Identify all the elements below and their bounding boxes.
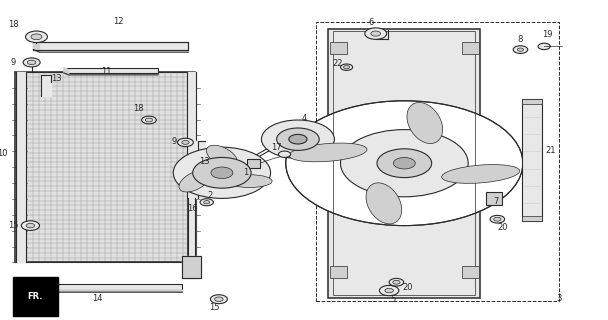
Text: 9: 9 bbox=[11, 58, 16, 67]
Circle shape bbox=[193, 157, 251, 188]
Text: 7: 7 bbox=[494, 197, 499, 206]
Ellipse shape bbox=[441, 164, 520, 183]
Bar bbox=[33, 42, 188, 50]
Bar bbox=[522, 99, 542, 221]
Circle shape bbox=[517, 48, 523, 51]
Text: 20: 20 bbox=[402, 284, 413, 292]
Circle shape bbox=[145, 118, 153, 122]
Circle shape bbox=[204, 201, 210, 204]
Circle shape bbox=[340, 64, 353, 70]
Circle shape bbox=[278, 151, 291, 157]
Bar bbox=[15, 72, 195, 262]
Circle shape bbox=[389, 278, 404, 286]
Circle shape bbox=[490, 215, 505, 223]
Text: 15: 15 bbox=[8, 221, 19, 230]
Circle shape bbox=[142, 116, 156, 124]
Circle shape bbox=[365, 28, 387, 39]
Polygon shape bbox=[64, 68, 69, 75]
Bar bbox=[333, 31, 475, 295]
Circle shape bbox=[211, 167, 233, 179]
Text: 11: 11 bbox=[101, 68, 112, 76]
Circle shape bbox=[27, 60, 36, 65]
Text: 21: 21 bbox=[545, 146, 556, 155]
Polygon shape bbox=[41, 75, 51, 96]
Text: 19: 19 bbox=[542, 30, 553, 39]
Ellipse shape bbox=[179, 170, 210, 192]
Circle shape bbox=[377, 149, 432, 178]
Ellipse shape bbox=[366, 183, 402, 224]
Bar bbox=[462, 42, 479, 54]
Bar bbox=[316, 22, 559, 301]
Circle shape bbox=[21, 221, 40, 230]
Circle shape bbox=[173, 147, 271, 198]
Text: 18: 18 bbox=[8, 20, 19, 29]
Ellipse shape bbox=[289, 143, 367, 162]
Text: 22: 22 bbox=[333, 60, 344, 68]
Circle shape bbox=[26, 31, 47, 43]
Polygon shape bbox=[16, 72, 26, 262]
Text: 1: 1 bbox=[243, 168, 248, 177]
Text: 20: 20 bbox=[497, 223, 508, 232]
Circle shape bbox=[340, 130, 468, 197]
Bar bbox=[328, 29, 480, 298]
Circle shape bbox=[379, 285, 399, 296]
Text: 4: 4 bbox=[302, 114, 306, 123]
Text: 13: 13 bbox=[199, 157, 210, 166]
Text: 2: 2 bbox=[207, 191, 212, 200]
Bar bbox=[462, 266, 479, 278]
Circle shape bbox=[261, 120, 334, 158]
Circle shape bbox=[215, 297, 223, 301]
Circle shape bbox=[277, 128, 319, 150]
Text: 17: 17 bbox=[271, 143, 282, 152]
Bar bbox=[330, 266, 347, 278]
Circle shape bbox=[200, 199, 213, 206]
Text: 14: 14 bbox=[92, 294, 103, 303]
Text: 10: 10 bbox=[0, 149, 8, 158]
Text: 12: 12 bbox=[113, 17, 124, 26]
Polygon shape bbox=[33, 290, 182, 292]
Text: 15: 15 bbox=[209, 303, 219, 312]
Polygon shape bbox=[188, 198, 195, 278]
Circle shape bbox=[182, 140, 189, 144]
Text: 16: 16 bbox=[187, 204, 198, 213]
Circle shape bbox=[289, 134, 307, 144]
Circle shape bbox=[538, 43, 550, 50]
Bar bbox=[486, 192, 502, 205]
Text: 6: 6 bbox=[368, 18, 373, 27]
Polygon shape bbox=[187, 72, 196, 262]
Polygon shape bbox=[182, 256, 201, 278]
Text: 3: 3 bbox=[557, 294, 562, 303]
Bar bbox=[330, 42, 347, 54]
Text: FR.: FR. bbox=[27, 292, 43, 301]
Circle shape bbox=[344, 66, 350, 69]
Circle shape bbox=[286, 101, 523, 226]
Bar bbox=[522, 216, 542, 221]
Bar bbox=[522, 99, 542, 104]
Text: 5: 5 bbox=[390, 295, 395, 304]
Circle shape bbox=[385, 288, 393, 293]
Circle shape bbox=[393, 280, 400, 284]
Ellipse shape bbox=[227, 175, 272, 188]
Circle shape bbox=[393, 157, 415, 169]
Circle shape bbox=[23, 58, 40, 67]
Polygon shape bbox=[193, 141, 205, 198]
Bar bbox=[64, 68, 158, 73]
Circle shape bbox=[178, 138, 193, 147]
Circle shape bbox=[31, 34, 42, 40]
Circle shape bbox=[210, 295, 227, 304]
Circle shape bbox=[513, 46, 528, 53]
Text: 9: 9 bbox=[171, 137, 176, 146]
Ellipse shape bbox=[206, 145, 238, 167]
Text: 13: 13 bbox=[50, 74, 61, 83]
Text: 18: 18 bbox=[133, 104, 144, 113]
Ellipse shape bbox=[407, 102, 443, 144]
Circle shape bbox=[494, 217, 501, 221]
Text: 8: 8 bbox=[518, 35, 523, 44]
Bar bbox=[15, 72, 195, 262]
Polygon shape bbox=[33, 42, 40, 52]
Circle shape bbox=[26, 223, 35, 228]
Bar bbox=[247, 159, 260, 168]
Bar bbox=[33, 284, 182, 290]
Circle shape bbox=[371, 31, 381, 36]
